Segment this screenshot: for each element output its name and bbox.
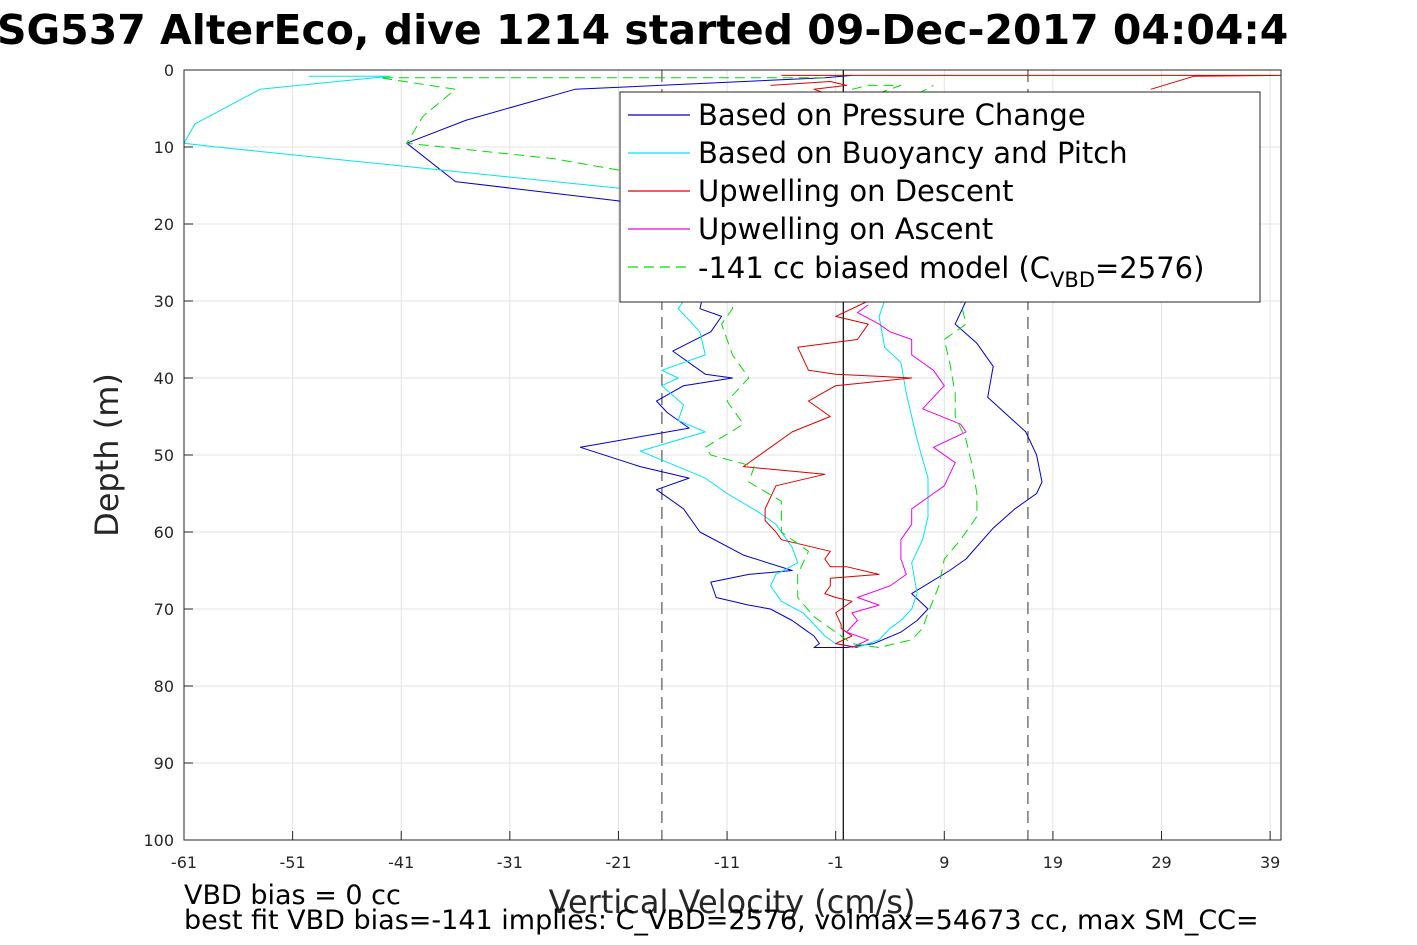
legend-biased-tail: =2576) — [1095, 251, 1204, 285]
y-tick-label: 10 — [154, 138, 174, 157]
legend-label-buoyancy: Based on Buoyancy and Pitch — [698, 136, 1128, 170]
x-tick-label: 39 — [1260, 853, 1280, 872]
y-tick-label: 40 — [154, 369, 174, 388]
x-tick-label: -31 — [497, 853, 523, 872]
footer-vbd-bias: VBD bias = 0 cc — [184, 880, 401, 911]
legend-label-biased-model: -141 cc biased model (CVBD=2576) — [698, 251, 1204, 292]
x-tick-label: -21 — [605, 853, 631, 872]
legend-swatches — [628, 114, 690, 268]
x-tick-label: -1 — [828, 853, 844, 872]
y-tick-label: 90 — [154, 754, 174, 773]
legend-box — [619, 91, 1261, 303]
legend-label-pressure: Based on Pressure Change — [698, 98, 1086, 132]
y-axis-label: Depth (m) — [88, 373, 126, 537]
x-tick-label: -11 — [714, 853, 740, 872]
plot-frame — [183, 69, 1282, 841]
series-line — [781, 74, 1282, 90]
footer-best-fit: best fit VBD bias=-141 implies: C_VBD=25… — [184, 905, 1259, 936]
legend-biased-main: -141 cc biased model (C — [698, 251, 1050, 285]
legend-biased-sub: VBD — [1050, 268, 1095, 292]
y-tick-labels: 0 10 20 30 40 50 60 70 80 90 100 — [143, 61, 174, 850]
chart-title: SG537 AlterEco, dive 1214 started 09-Dec… — [0, 6, 1288, 54]
series-line — [846, 304, 967, 648]
x-tick-label: -41 — [388, 853, 414, 872]
y-tick-label: 80 — [154, 677, 174, 696]
y-tick-label: 60 — [154, 523, 174, 542]
y-tick-label: 20 — [154, 215, 174, 234]
x-tick-label: -51 — [280, 853, 306, 872]
x-tick-label: 29 — [1151, 853, 1171, 872]
x-tick-label: -61 — [171, 853, 197, 872]
legend-label-upwelling-ascent: Upwelling on Ascent — [698, 212, 993, 246]
y-tick-label: 50 — [154, 446, 174, 465]
x-tick-label: 9 — [939, 853, 949, 872]
x-axis-label: Vertical Velocity (cm/s) — [549, 883, 916, 921]
y-tick-label: 100 — [143, 831, 174, 850]
legend-label-upwelling-descent: Upwelling on Descent — [698, 174, 1014, 208]
x-tick-labels: -61 -51 -41 -31 -21 -11 -1 9 19 29 39 — [171, 853, 1280, 872]
legend: Based on Pressure Change Based on Buoyan… — [619, 91, 1261, 303]
y-tick-label: 0 — [164, 61, 174, 80]
x-tick-label: 19 — [1043, 853, 1063, 872]
y-tick-label: 70 — [154, 600, 174, 619]
y-tick-label: 30 — [154, 292, 174, 311]
